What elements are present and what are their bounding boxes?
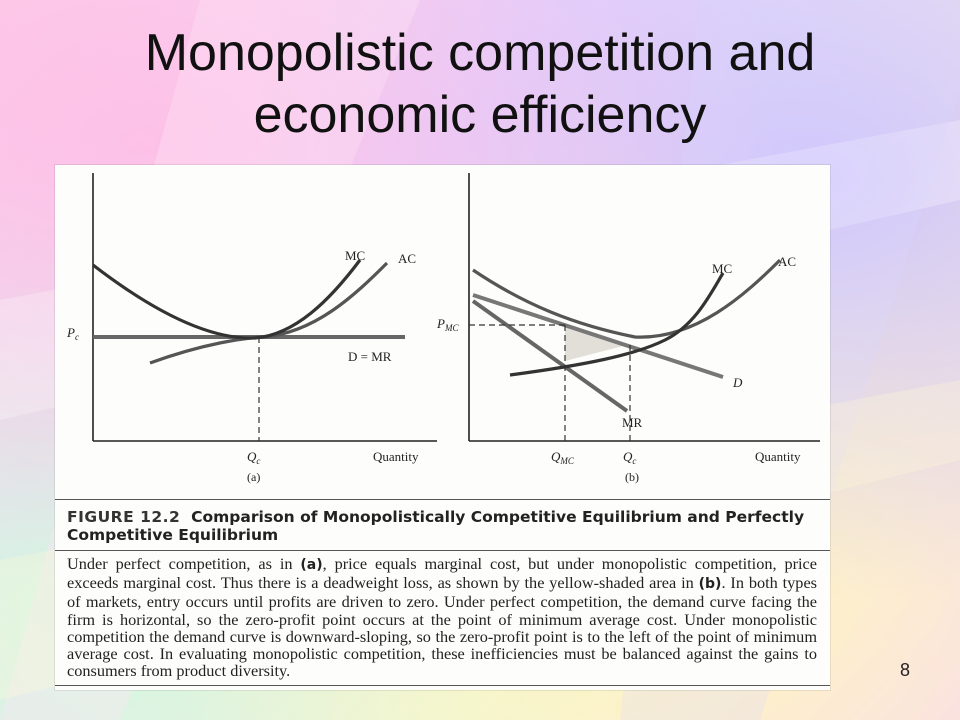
panel-b-ac-curve — [472, 258, 782, 339]
panel-b-qmc-label: QMC — [551, 449, 575, 466]
panel-a-ac-label: AC — [398, 251, 416, 266]
caption-part-3: . In both types of markets, entry occurs… — [67, 573, 818, 681]
panel-a-mc-label: MC — [345, 248, 365, 263]
panel-b-qc-label: Qc — [623, 449, 636, 466]
figure-number: FIGURE 12.2 — [67, 508, 181, 526]
panel-a-ac-curve — [149, 261, 389, 365]
panel-b-mc-curve — [509, 272, 725, 377]
panel-b-demand-line — [472, 293, 724, 379]
panel-a-demand-label: D = MR — [348, 349, 392, 364]
panel-b-mr-line — [471, 299, 629, 413]
figure-bottom-rule — [55, 685, 830, 686]
panel-a-quantity-axis-label: Quantity — [373, 449, 419, 464]
panel-b-quantity-axis-label: Quantity — [755, 449, 801, 464]
slide-title-line-1: Monopolistic competition and — [144, 24, 816, 82]
figure-heading-text: Comparison of Monopolistically Competiti… — [67, 508, 805, 544]
panel-b-mr-label: MR — [622, 415, 643, 430]
figure-heading: FIGURE 12.2 Comparison of Monopolistical… — [67, 508, 827, 544]
caption-ref-a: (a) — [300, 557, 323, 573]
figure-top-rule — [55, 499, 830, 500]
panel-b-demand-label: D — [732, 375, 743, 390]
panel-b: MC AC PMC D MR QMC Qc Quantity (b) — [436, 173, 820, 484]
page-number: 8 — [899, 660, 910, 680]
panel-a-panel-label: (a) — [247, 470, 260, 484]
panel-a-mc-curve — [92, 259, 362, 340]
panel-a-price-label: Pc — [66, 325, 79, 342]
slide-title-line-2: economic efficiency — [253, 86, 707, 144]
panel-b-deadweight-loss-area — [565, 325, 627, 361]
caption-top-rule — [55, 550, 830, 551]
panel-b-panel-label: (b) — [625, 470, 639, 484]
panel-a-qty-label: Qc — [247, 449, 260, 466]
figure-diagrams: MC AC Pc D = MR Qc Quantity (a) — [66, 173, 820, 484]
caption-part-2: , price equals marginal cost, but under … — [67, 554, 817, 593]
caption-part-1: Under perfect competition, as in — [67, 554, 301, 573]
caption-ref-b: (b) — [698, 576, 722, 593]
scanned-figure: MC AC Pc D = MR Qc Quantity (a) — [55, 165, 830, 690]
panel-b-ac-label: AC — [778, 254, 796, 269]
slide-title: Monopolistic competition and economic ef… — [0, 22, 960, 146]
panel-b-mc-label: MC — [712, 261, 732, 276]
figure-caption: Under perfect competition, as in (a), pr… — [67, 555, 817, 679]
panel-a: MC AC Pc D = MR Qc Quantity (a) — [66, 173, 437, 484]
panel-b-price-label: PMC — [436, 316, 459, 333]
